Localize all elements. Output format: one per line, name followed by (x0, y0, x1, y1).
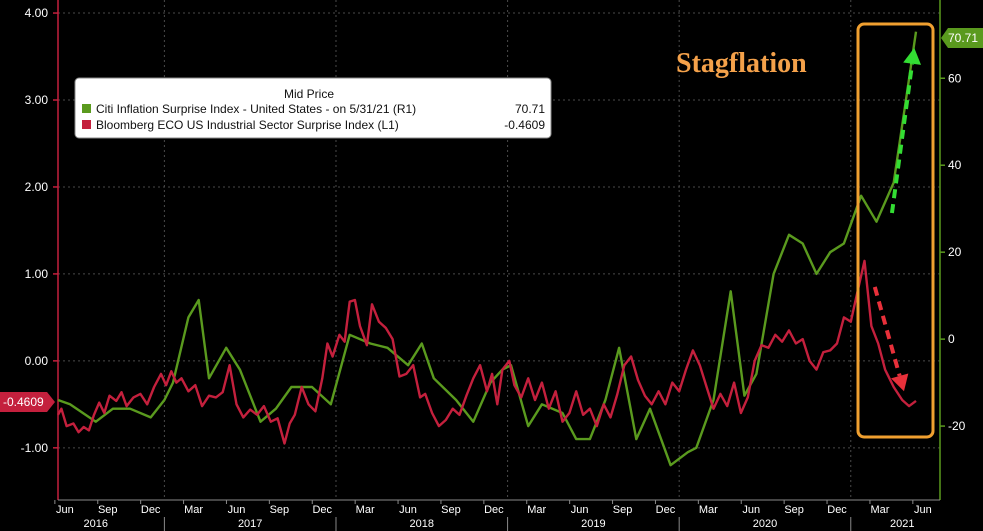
right-tick-label: 60 (948, 71, 962, 85)
x-tick-label: Jun (228, 504, 246, 516)
x-tick-label: Sep (784, 504, 804, 516)
x-tick-label: Mar (184, 504, 203, 516)
x-tick-label: Dec (827, 504, 847, 516)
left-tick-label: 2.00 (25, 180, 49, 194)
right-tick-label: 0 (948, 332, 955, 346)
x-tick-label: Dec (141, 504, 161, 516)
gridlines (58, 0, 940, 500)
left-last-value-badge (0, 392, 55, 412)
x-tick-label: Dec (656, 504, 676, 516)
series-line-eco (56, 259, 917, 445)
left-tick-label: -1.00 (21, 441, 49, 455)
x-tick-label: Mar (699, 504, 718, 516)
x-tick-label: Dec (484, 504, 504, 516)
right-last-value-badge (941, 28, 983, 48)
left-tick-label: 0.00 (25, 354, 49, 368)
x-tick-label: Jun (399, 504, 417, 516)
year-label: 2019 (581, 518, 605, 530)
legend-value-citi: 70.71 (515, 102, 545, 116)
x-tick-label: Sep (441, 504, 461, 516)
year-label: 2016 (84, 518, 108, 530)
left-tick-label: 4.00 (25, 6, 49, 20)
right-tick-label: 20 (948, 245, 962, 259)
x-tick-label: Sep (270, 504, 290, 516)
year-label: 2018 (410, 518, 434, 530)
legend-swatch-citi (82, 104, 91, 113)
year-label: 2021 (890, 518, 914, 530)
series-layer (56, 31, 918, 467)
trend-arrow-down-shaft (872, 286, 902, 377)
left-tick-label: 1.00 (25, 267, 49, 281)
axes (57, 0, 941, 501)
x-tick-label: Sep (98, 504, 118, 516)
x-tick-label: Jun (56, 504, 74, 516)
annotation-layer: Stagflation (676, 22, 935, 439)
left-axis-ticks: 4.00 3.00 2.00 1.00 0.00 -1.00 (21, 6, 58, 455)
left-tick-label: 3.00 (25, 93, 49, 107)
right-tick-label: -20 (948, 419, 966, 433)
stagflation-highlight-box (856, 22, 935, 439)
x-tick-label: Jun (914, 504, 932, 516)
right-tick-label: 40 (948, 158, 962, 172)
x-tick-label: Mar (527, 504, 546, 516)
last-value-badges: 70.71 -0.4609 (0, 28, 983, 412)
legend-swatch-eco (82, 120, 91, 129)
x-tick-label: Dec (312, 504, 332, 516)
legend-value-eco: -0.4609 (504, 118, 545, 132)
year-label: 2020 (753, 518, 777, 530)
series-line-citi (57, 31, 918, 467)
right-axis-ticks: 60 40 20 0 -20 (940, 71, 966, 433)
x-tick-label: Sep (613, 504, 633, 516)
legend-title: Mid Price (284, 87, 334, 101)
left-last-value-text: -0.4609 (3, 395, 44, 409)
legend-box (74, 77, 552, 139)
trend-arrow-up-head (903, 47, 922, 65)
x-tick-label: Mar (356, 504, 375, 516)
x-tick-label: Jun (571, 504, 589, 516)
legend-label-eco: Bloomberg ECO US Industrial Sector Surpr… (96, 118, 399, 132)
trend-arrow-up-shaft (889, 63, 915, 214)
trend-arrows (872, 47, 922, 392)
year-label: 2017 (238, 518, 262, 530)
x-axis-ticks: Jun Sep Dec Mar Jun Sep Dec Mar Jun Sep Dec Mar Jun S… (54, 500, 932, 531)
stagflation-label: Stagflation (676, 48, 807, 79)
right-last-value-text: 70.71 (948, 31, 978, 45)
legend-label-citi: Citi Inflation Surprise Index - United S… (96, 102, 416, 116)
x-tick-label: Jun (742, 504, 760, 516)
x-tick-label: Mar (870, 504, 889, 516)
legend: Mid Price Citi Inflation Surprise Index … (74, 77, 552, 139)
trend-arrow-down-head (890, 373, 909, 392)
